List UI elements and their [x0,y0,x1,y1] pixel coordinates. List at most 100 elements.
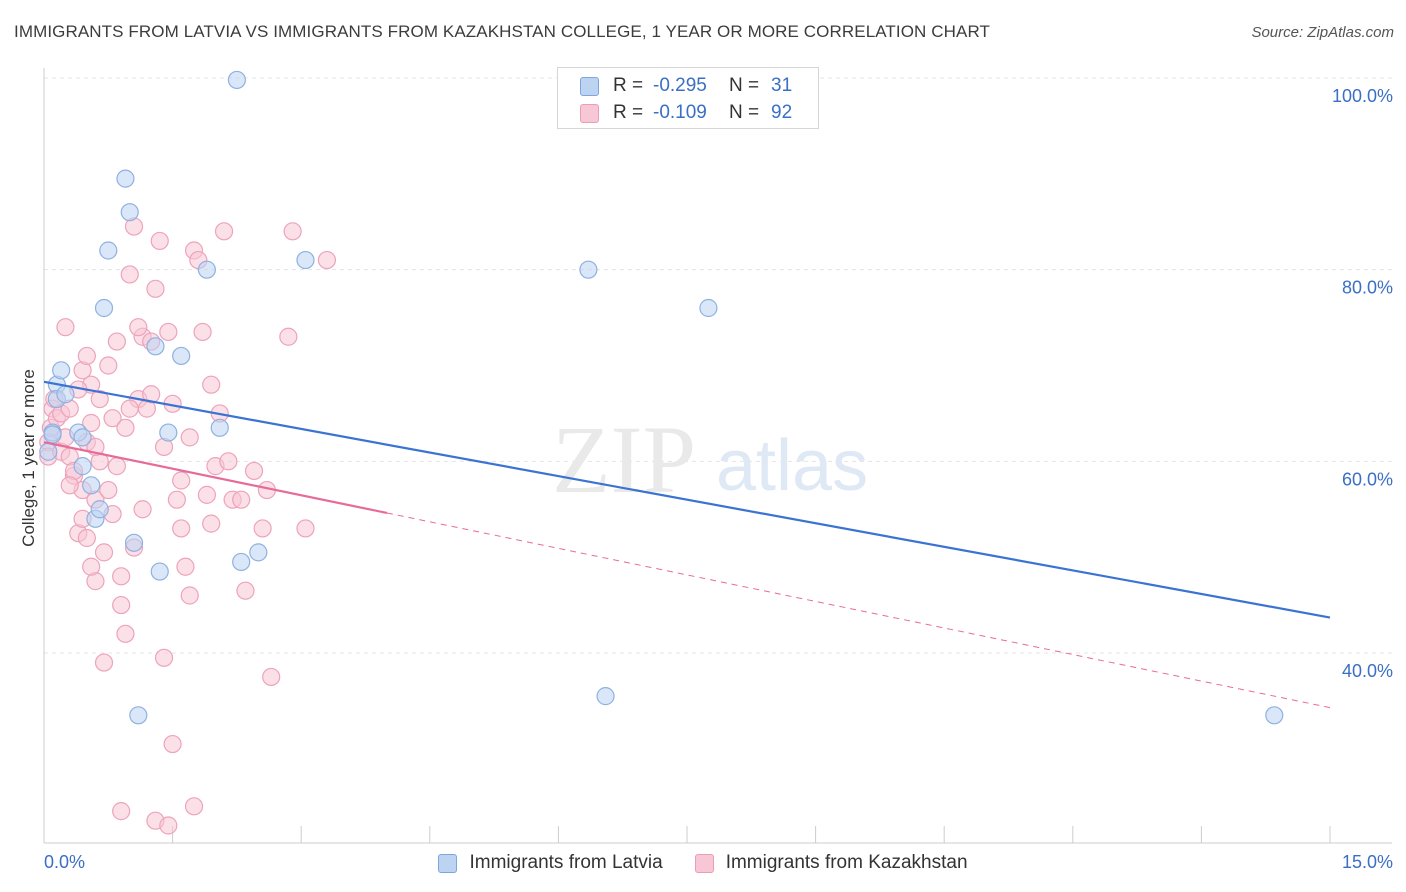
kazakhstan-point [77,346,96,366]
latvia-point [197,260,216,279]
kazakhstan-point [142,385,161,404]
kazakhstan-point [82,557,101,576]
y-tick-label: 60.0% [1342,469,1393,489]
kazakhstan-point [116,624,135,643]
kazakhstan-point [172,519,191,538]
kazakhstan-point [56,318,75,337]
y-axis-title: College, 1 year or more [19,369,38,547]
latvia-point [150,562,169,581]
latvia-point [52,361,71,380]
kazakhstan-point [90,389,109,409]
kazakhstan-point [120,399,139,418]
kazakhstan-point [180,428,199,447]
kazakhstan-point [112,567,131,586]
latvia-point [159,423,178,442]
kazakhstan-point [112,595,131,615]
kazakhstan-point [244,461,264,481]
series-legend: Immigrants from Latvia Immigrants from K… [0,852,1406,874]
n-value: 31 [771,75,793,96]
x-min-label: 0.0% [44,852,85,872]
latvia-point [129,706,148,725]
watermark-zip: ZIP [552,406,696,513]
y-tick-label: 80.0% [1342,278,1393,298]
latvia-point [73,457,92,476]
kazakhstan-point [219,452,238,471]
y-tick-label: 40.0% [1342,661,1393,681]
latvia-point [99,241,118,260]
n-key: N = [729,102,760,123]
kazakhstan-point [296,519,315,538]
legend-row-kazakhstan: R = -0.109 N = 92 [580,100,792,126]
kazakhstan-point [94,653,114,672]
kazakhstan-point [99,480,118,500]
kazakhstan-point [283,222,302,241]
latvia-point [579,260,598,279]
latvia-point [699,298,718,318]
kazakhstan-point [172,471,191,490]
latvia-point [56,385,75,404]
kazakhstan-point [77,528,96,548]
n-value: 92 [771,102,793,123]
latvia-point [120,203,139,222]
legend-item-latvia[interactable]: Immigrants from Latvia [438,852,663,874]
kazakhstan-point [214,222,234,241]
latvia-point [94,298,114,318]
n-key: N = [729,75,760,96]
points-layer [39,70,1284,835]
grid-layer [44,77,1392,654]
kazakhstan-point [176,557,195,576]
kazakhstan-point [82,413,101,433]
kazakhstan-point [103,409,122,428]
kazakhstan-point [107,332,126,351]
latvia-point [227,70,246,90]
kazakhstan-point [112,802,131,821]
kazakhstan-point [133,500,152,519]
kazakhstan-point [197,485,216,504]
kazakhstan-swatch [694,853,714,873]
latvia-swatch [580,76,599,96]
kazakhstan-point [159,322,178,342]
latvia-point [146,337,165,356]
legend-item-kazakhstan[interactable]: Immigrants from Kazakhstan [694,852,968,874]
kazakhstan-point [150,231,169,251]
latvia-point [232,552,251,572]
latvia-point [596,687,615,706]
kazakhstan-trendline-extension [386,512,1331,709]
kazakhstan-point [202,375,221,394]
kazakhstan-point [94,543,114,562]
kazakhstan-point [279,327,298,346]
kazakhstan-swatch [580,103,599,123]
kazakhstan-point [184,797,204,816]
correlation-legend: R = -0.295 N = 31 R = -0.109 N = 92 [557,67,819,129]
kazakhstan-point [180,586,199,605]
watermark: ZIP atlas [552,406,868,513]
kazakhstan-point [129,318,148,337]
kazakhstan-point [99,356,118,375]
trend-layer [43,380,1331,709]
legend-label-latvia: Immigrants from Latvia [469,852,663,873]
kazakhstan-point [317,250,337,270]
kazakhstan-point [253,519,272,538]
latvia-point [82,476,101,495]
latvia-point [210,418,229,437]
latvia-point [296,250,315,270]
r-value: -0.109 [653,102,707,123]
kazakhstan-trendline [43,441,388,515]
axis-layer: 40.0% 60.0% 80.0% 100.0% [43,68,1393,844]
kazakhstan-point [236,581,255,600]
watermark-atlas: atlas [716,426,868,506]
r-key: R = [613,102,644,123]
latvia-point [1265,706,1284,725]
latvia-point [90,500,109,519]
kazakhstan-point [262,667,281,687]
kazakhstan-point [107,457,126,476]
r-key: R = [613,75,644,96]
latvia-point [116,169,135,188]
kazakhstan-point [116,418,135,437]
kazakhstan-point [120,265,139,284]
kazakhstan-point [60,476,79,495]
kazakhstan-point [163,734,182,754]
x-max-label: 15.0% [1342,852,1393,872]
kazakhstan-point [193,322,212,342]
legend-label-kazakhstan: Immigrants from Kazakhstan [725,852,968,873]
